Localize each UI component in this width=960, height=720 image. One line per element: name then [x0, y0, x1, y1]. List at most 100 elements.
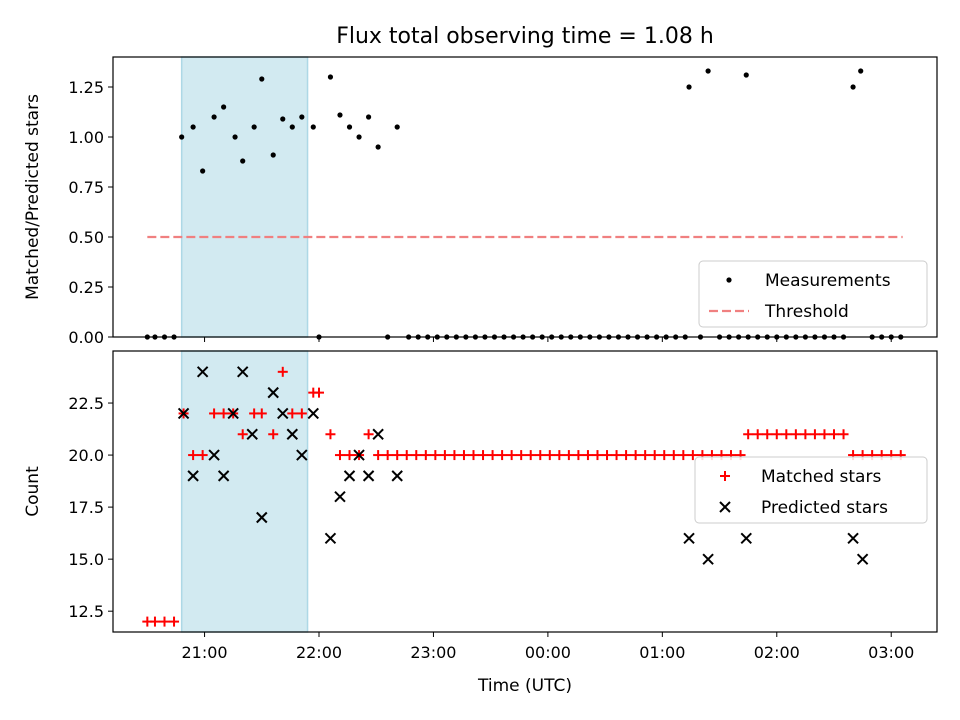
matched-point — [762, 429, 773, 440]
predicted-point — [187, 470, 199, 482]
legend-label: Matched stars — [761, 467, 881, 487]
matched-point — [752, 429, 763, 440]
predicted-point — [246, 428, 258, 440]
matched-point — [334, 450, 345, 461]
y-tick-label: 22.5 — [68, 394, 104, 413]
matched-point — [659, 450, 670, 461]
legend-box — [694, 456, 928, 524]
x-tick-label: 01:00 — [639, 643, 685, 662]
x-tick-label: 00:00 — [525, 643, 571, 662]
count-panel: 12.5 15.0 17.5 20.0 22.5 Count 21:00 22:00 23:00… — [23, 350, 938, 662]
predicted-point — [391, 470, 403, 482]
matched-point — [392, 450, 403, 461]
predicted-point — [856, 553, 869, 565]
matched-point — [630, 450, 641, 461]
data-point — [251, 124, 257, 130]
matched-point — [771, 429, 782, 440]
predicted-point — [236, 366, 249, 378]
y-axis-label: Matched/Predicted stars — [23, 94, 43, 300]
legend-label: Predicted stars — [761, 498, 888, 518]
predicted-point — [277, 407, 289, 420]
series-predicted-stars — [177, 366, 869, 565]
predicted-point — [683, 532, 695, 545]
y-tick-label: 0.50 — [68, 228, 104, 247]
matched-point — [287, 408, 298, 419]
observing-span — [180, 56, 309, 338]
predicted-point — [343, 470, 356, 482]
matched-point — [678, 450, 689, 461]
data-point — [240, 158, 246, 164]
series-matched-stars — [142, 366, 906, 627]
matched-point — [743, 429, 754, 440]
predicted-point — [196, 366, 209, 378]
predicted-point — [847, 532, 859, 545]
ratio-panel: 0.00 0.25 0.50 0.75 1.00 1.25 Matched/Predicte… — [23, 56, 938, 347]
data-point — [705, 68, 711, 74]
matched-point — [468, 450, 479, 461]
legend-label: Threshold — [764, 302, 849, 322]
matched-point — [188, 450, 199, 461]
data-point — [179, 134, 185, 140]
y-tick-label: 20.0 — [68, 446, 104, 465]
matched-point — [649, 450, 660, 461]
data-point — [270, 152, 276, 158]
matched-point — [506, 450, 517, 461]
matched-point — [611, 450, 622, 461]
legend: Measurements Threshold — [698, 260, 928, 328]
data-point — [375, 144, 381, 150]
matched-point — [439, 450, 450, 461]
matched-point — [430, 450, 441, 461]
data-point — [394, 124, 400, 130]
predicted-point — [177, 407, 190, 420]
matched-point — [218, 408, 229, 419]
matched-point — [640, 450, 651, 461]
matched-point — [790, 429, 801, 440]
predicted-point — [286, 428, 299, 440]
predicted-point — [296, 449, 308, 461]
matched-point — [420, 450, 431, 461]
y-tick-label: 0.75 — [68, 178, 104, 197]
predicted-point — [372, 428, 384, 440]
matched-point — [582, 450, 593, 461]
legend-marker-predicted — [719, 501, 731, 513]
legend-label: Measurements — [765, 271, 891, 291]
data-point — [686, 84, 692, 90]
matched-point — [781, 429, 792, 440]
legend: Matched stars Predicted stars — [694, 456, 928, 524]
matched-point — [687, 450, 698, 461]
matched-point — [149, 616, 160, 627]
legend-marker-measurement — [726, 277, 732, 283]
matched-point — [411, 450, 422, 461]
matched-point — [487, 450, 498, 461]
x-tick-label: 03:00 — [868, 643, 914, 662]
y-tick-label: 1.00 — [68, 128, 104, 147]
matched-point — [197, 450, 208, 461]
data-point — [346, 124, 353, 130]
chart-title: Flux total observing time = 1.08 h — [336, 24, 714, 49]
x-axis-label: Time (UTC) — [477, 676, 572, 696]
matched-point — [563, 450, 574, 461]
y-axis-label: Count — [23, 466, 43, 517]
y-tick-label: 0.25 — [68, 278, 104, 297]
predicted-point — [227, 407, 239, 420]
data-point — [337, 112, 343, 118]
matched-point — [344, 450, 355, 461]
matched-point — [829, 429, 839, 440]
data-point — [190, 124, 196, 130]
y-tick-label: 15.0 — [68, 550, 104, 569]
matched-point — [449, 450, 460, 461]
data-point — [280, 116, 286, 122]
predicted-point — [353, 449, 365, 461]
data-point — [211, 114, 217, 120]
matched-point — [169, 616, 180, 627]
data-point — [289, 124, 295, 130]
x-tick-label: 21:00 — [182, 643, 228, 662]
matched-point — [373, 450, 384, 461]
matched-point — [800, 429, 811, 440]
predicted-point — [740, 532, 752, 545]
data-point — [299, 114, 305, 120]
matched-point — [516, 450, 527, 461]
matched-point — [838, 429, 849, 440]
data-point — [327, 74, 334, 80]
